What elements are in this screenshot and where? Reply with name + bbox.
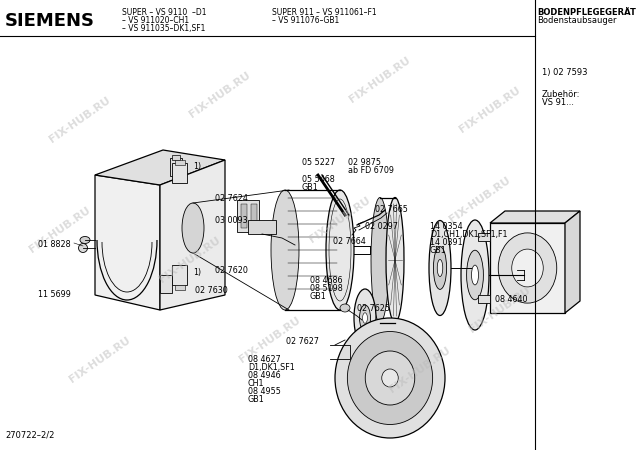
Text: SUPER 911 – VS 911061–F1: SUPER 911 – VS 911061–F1 xyxy=(272,8,377,17)
Ellipse shape xyxy=(340,304,350,312)
Ellipse shape xyxy=(461,220,489,330)
Polygon shape xyxy=(95,150,225,185)
Text: VS 91...: VS 91... xyxy=(542,98,574,107)
Text: 02 7620: 02 7620 xyxy=(215,266,248,275)
Ellipse shape xyxy=(365,351,415,405)
Text: – VS 911076–GB1: – VS 911076–GB1 xyxy=(272,16,339,25)
Text: FIX-HUB.RU: FIX-HUB.RU xyxy=(48,95,113,145)
Text: 14 0354: 14 0354 xyxy=(430,222,462,231)
Text: CH1: CH1 xyxy=(248,379,265,388)
Text: BODENPFLEGEGERÄTE: BODENPFLEGEGERÄTE xyxy=(537,8,636,17)
Text: 14 0391: 14 0391 xyxy=(430,238,462,247)
Text: 02 7625: 02 7625 xyxy=(357,304,390,313)
Bar xyxy=(170,158,182,176)
Bar xyxy=(172,163,187,183)
Text: 02 7624: 02 7624 xyxy=(215,194,248,203)
Bar xyxy=(237,200,259,232)
Ellipse shape xyxy=(433,247,446,289)
Text: 02 7627: 02 7627 xyxy=(286,337,319,346)
Text: ab FD 6709: ab FD 6709 xyxy=(348,166,394,175)
Text: FIX-HUB.RU: FIX-HUB.RU xyxy=(237,315,303,365)
Text: D1,CH1,DK1,SF1,F1: D1,CH1,DK1,SF1,F1 xyxy=(430,230,508,239)
Polygon shape xyxy=(160,160,225,310)
Ellipse shape xyxy=(78,243,88,252)
Ellipse shape xyxy=(512,249,543,287)
Text: FIX-HUB.RU: FIX-HUB.RU xyxy=(387,345,452,395)
Polygon shape xyxy=(490,211,580,223)
Bar xyxy=(478,233,490,241)
Text: – VS 911020–CH1: – VS 911020–CH1 xyxy=(122,16,189,25)
Bar xyxy=(172,155,180,160)
Text: Bodenstaubsauger: Bodenstaubsauger xyxy=(537,16,616,25)
Text: GB1: GB1 xyxy=(302,183,319,192)
Ellipse shape xyxy=(467,250,483,300)
Text: FIX-HUB.RU: FIX-HUB.RU xyxy=(308,195,373,245)
Ellipse shape xyxy=(429,220,451,315)
Ellipse shape xyxy=(80,237,90,243)
Ellipse shape xyxy=(326,190,354,310)
Ellipse shape xyxy=(182,203,204,253)
Text: GB1: GB1 xyxy=(248,395,265,404)
Text: – VS 911035–DK1,SF1: – VS 911035–DK1,SF1 xyxy=(122,24,205,33)
Polygon shape xyxy=(95,175,160,310)
Text: 08 4955: 08 4955 xyxy=(248,387,281,396)
Text: GB1: GB1 xyxy=(430,246,446,255)
Ellipse shape xyxy=(359,305,371,331)
Ellipse shape xyxy=(386,198,404,323)
Bar xyxy=(248,220,276,234)
Text: FIX-HUB.RU: FIX-HUB.RU xyxy=(27,205,92,255)
Bar xyxy=(490,223,565,313)
Text: FIX-HUB.RU: FIX-HUB.RU xyxy=(467,285,532,335)
Text: 02 0297: 02 0297 xyxy=(365,222,398,231)
Text: GB1: GB1 xyxy=(310,292,327,301)
Ellipse shape xyxy=(471,265,478,285)
Text: 1) 02 7593: 1) 02 7593 xyxy=(542,68,588,77)
Ellipse shape xyxy=(335,318,445,438)
Text: 02 7665: 02 7665 xyxy=(375,205,408,214)
Bar xyxy=(241,204,247,228)
Text: 08 4686: 08 4686 xyxy=(310,276,343,285)
Text: 08 5198: 08 5198 xyxy=(310,284,343,293)
Bar xyxy=(478,295,490,303)
Text: 1): 1) xyxy=(193,162,201,171)
Ellipse shape xyxy=(371,198,389,323)
Text: FIX-HUB.RU: FIX-HUB.RU xyxy=(188,70,252,120)
Text: FIX-HUB.RU: FIX-HUB.RU xyxy=(347,55,413,105)
Ellipse shape xyxy=(498,233,556,303)
Text: 03 0093: 03 0093 xyxy=(215,216,247,225)
Text: 05 5468: 05 5468 xyxy=(302,175,335,184)
Text: FIX-HUB.RU: FIX-HUB.RU xyxy=(457,85,522,135)
Bar xyxy=(160,275,172,293)
Bar xyxy=(175,285,185,290)
Text: 02 9875: 02 9875 xyxy=(348,158,381,167)
Text: 11 5699: 11 5699 xyxy=(38,290,71,299)
Text: 270722–2/2: 270722–2/2 xyxy=(5,431,54,440)
Text: SUPER – VS 9110  –D1: SUPER – VS 9110 –D1 xyxy=(122,8,207,17)
Ellipse shape xyxy=(382,369,398,387)
Bar xyxy=(175,160,185,165)
Text: 08 4640: 08 4640 xyxy=(495,295,527,304)
Text: 08 4946: 08 4946 xyxy=(248,371,280,380)
Text: 01 8828: 01 8828 xyxy=(38,240,71,249)
Text: 02 7664: 02 7664 xyxy=(333,237,366,246)
Text: 02 7630: 02 7630 xyxy=(195,286,228,295)
Text: D1,DK1,SF1: D1,DK1,SF1 xyxy=(248,363,294,372)
Polygon shape xyxy=(565,211,580,313)
Bar xyxy=(172,265,187,285)
Bar xyxy=(251,204,257,228)
Text: FIX-HUB.RU: FIX-HUB.RU xyxy=(158,235,223,285)
Ellipse shape xyxy=(438,260,443,277)
Text: 05 5227: 05 5227 xyxy=(302,158,335,167)
Text: 08 4627: 08 4627 xyxy=(248,355,280,364)
Text: Zubehör:: Zubehör: xyxy=(542,90,581,99)
Ellipse shape xyxy=(347,332,432,424)
Ellipse shape xyxy=(354,289,376,347)
Text: FIX-HUB.RU: FIX-HUB.RU xyxy=(448,175,513,225)
Text: 1): 1) xyxy=(193,268,201,277)
Ellipse shape xyxy=(271,190,299,310)
Ellipse shape xyxy=(363,313,368,323)
Text: FIX-HUB.RU: FIX-HUB.RU xyxy=(67,335,132,385)
Text: SIEMENS: SIEMENS xyxy=(5,12,95,30)
